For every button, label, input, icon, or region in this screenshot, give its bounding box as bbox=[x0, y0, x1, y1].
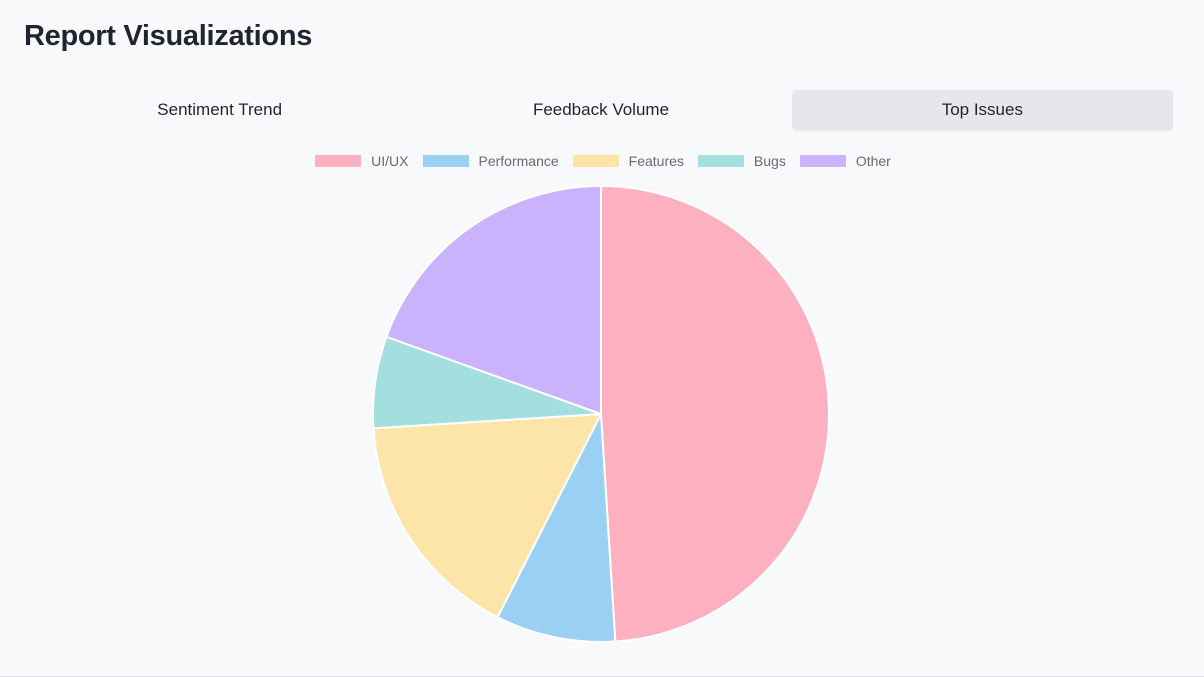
legend-item-other[interactable]: Other bbox=[799, 153, 891, 169]
legend-item-features[interactable]: Features bbox=[572, 153, 684, 169]
legend-label: Performance bbox=[478, 153, 559, 169]
legend-label: Other bbox=[855, 153, 891, 169]
legend-swatch bbox=[697, 155, 744, 167]
legend-item-ui-ux[interactable]: UI/UX bbox=[315, 153, 409, 169]
pie-slice-performance[interactable] bbox=[496, 410, 617, 643]
legend-label: Features bbox=[628, 153, 684, 169]
tab-top-issues[interactable]: Top Issues bbox=[791, 90, 1173, 130]
legend-swatch bbox=[799, 155, 846, 167]
chart-legend: UI/UX Performance Features Bugs Other bbox=[0, 153, 1204, 169]
legend-item-performance[interactable]: Performance bbox=[422, 153, 559, 169]
legend-label: Bugs bbox=[753, 153, 786, 169]
page-title: Report Visualizations bbox=[24, 20, 313, 52]
legend-swatch bbox=[572, 155, 619, 167]
visualization-tabs: Sentiment Trend Feedback Volume Top Issu… bbox=[29, 90, 1173, 130]
tab-feedback-volume[interactable]: Feedback Volume bbox=[532, 100, 670, 119]
pie-slice-ui-ux[interactable] bbox=[600, 184, 830, 643]
pie-slice-features[interactable] bbox=[372, 412, 603, 619]
pie-slice-other[interactable] bbox=[385, 184, 602, 416]
legend-swatch bbox=[422, 155, 469, 167]
legend-swatch bbox=[315, 155, 362, 167]
legend-item-bugs[interactable]: Bugs bbox=[697, 153, 786, 169]
tab-sentiment-trend[interactable]: Sentiment Trend bbox=[157, 100, 283, 119]
legend-label: UI/UX bbox=[371, 153, 409, 169]
